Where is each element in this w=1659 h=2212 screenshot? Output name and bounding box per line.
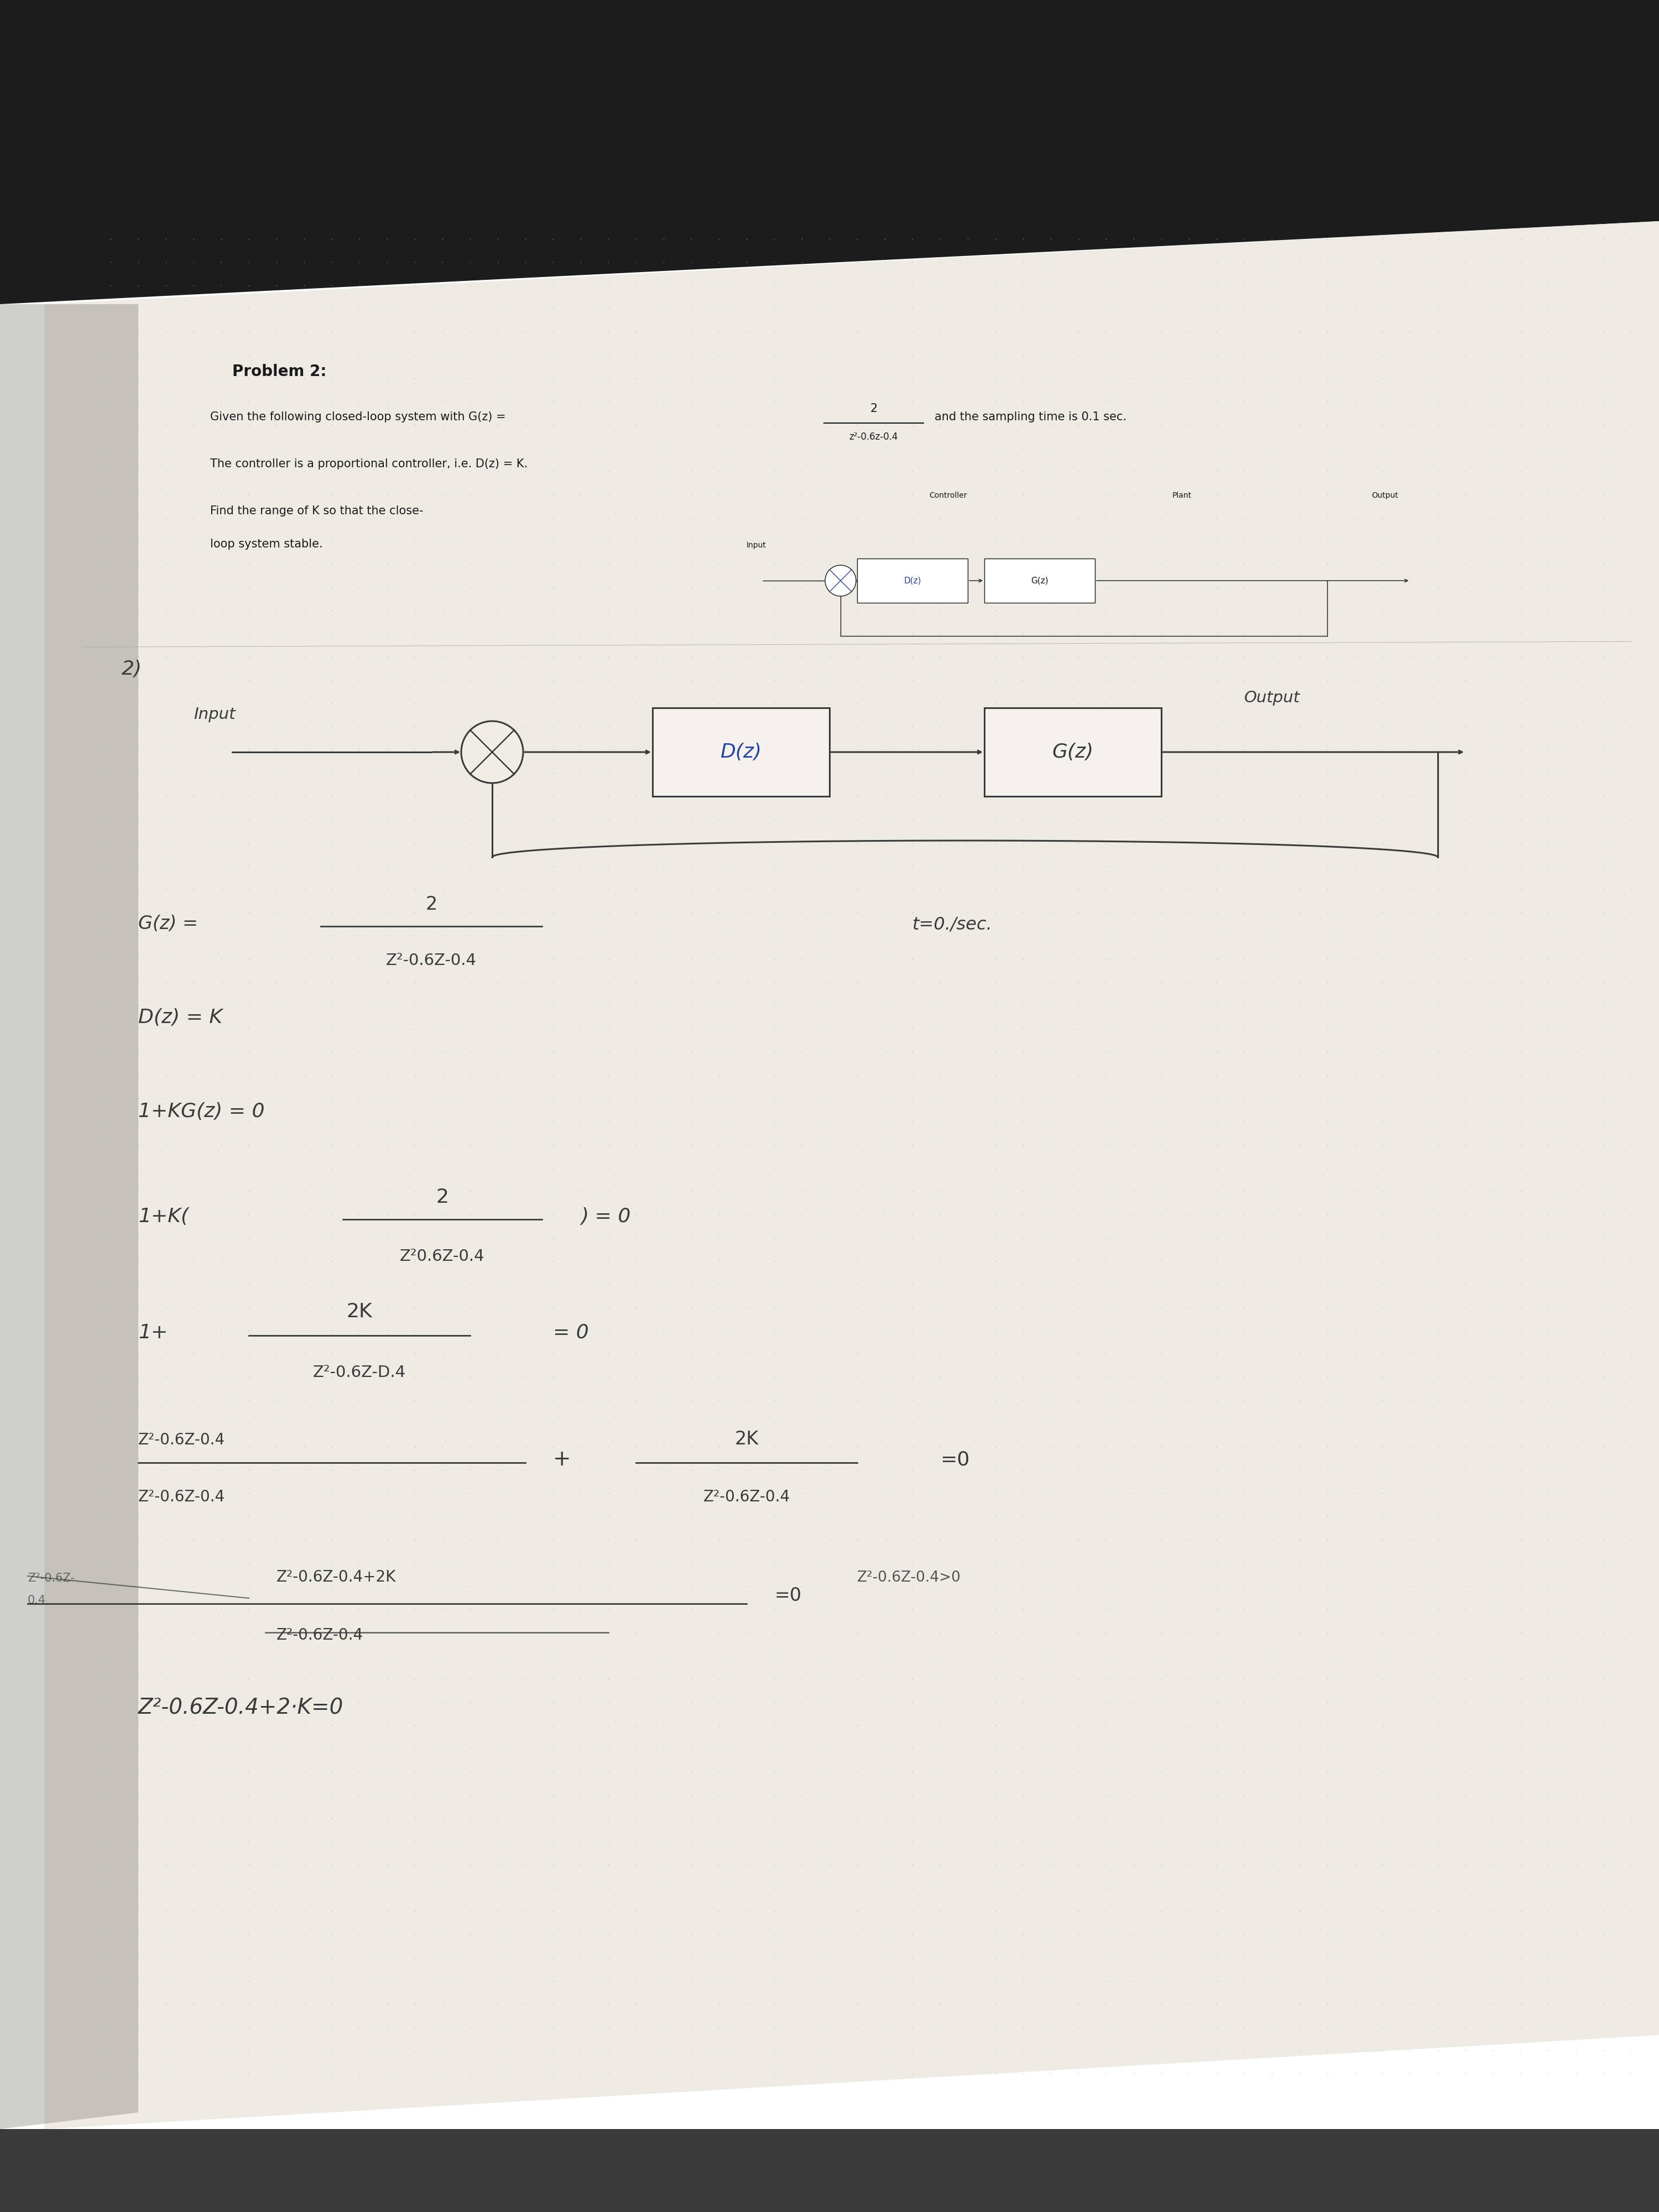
Text: D(z): D(z) bbox=[904, 577, 921, 584]
Text: D(z) = K: D(z) = K bbox=[138, 1009, 222, 1026]
FancyBboxPatch shape bbox=[858, 557, 967, 602]
Circle shape bbox=[825, 564, 856, 595]
Text: loop system stable.: loop system stable. bbox=[211, 538, 324, 549]
Text: Input: Input bbox=[194, 708, 236, 721]
Polygon shape bbox=[0, 0, 1659, 303]
Text: 1+KG(z) = 0: 1+KG(z) = 0 bbox=[138, 1102, 265, 1121]
Polygon shape bbox=[0, 2128, 1659, 2212]
Text: 2): 2) bbox=[121, 659, 143, 679]
Text: Z²-0.6Z-0.4: Z²-0.6Z-0.4 bbox=[703, 1489, 790, 1504]
FancyBboxPatch shape bbox=[984, 557, 1095, 602]
Text: 0.4: 0.4 bbox=[28, 1595, 46, 1606]
Polygon shape bbox=[0, 303, 138, 2128]
Text: Z²-0.6Z-0.4+2·K=0: Z²-0.6Z-0.4+2·K=0 bbox=[138, 1697, 343, 1719]
Text: Output: Output bbox=[1244, 690, 1301, 706]
Text: Z²0.6Z-0.4: Z²0.6Z-0.4 bbox=[400, 1248, 484, 1263]
Text: +: + bbox=[552, 1449, 571, 1469]
Text: Input: Input bbox=[747, 542, 766, 549]
Text: G(z): G(z) bbox=[1030, 577, 1048, 584]
Text: Z²-0.6Z-0.4: Z²-0.6Z-0.4 bbox=[138, 1431, 226, 1447]
Text: Z²-0.6Z-: Z²-0.6Z- bbox=[28, 1573, 75, 1584]
Text: 2K: 2K bbox=[735, 1429, 758, 1449]
Text: G(z): G(z) bbox=[1052, 743, 1093, 761]
Text: Z²-0.6Z-0.4+2K: Z²-0.6Z-0.4+2K bbox=[277, 1568, 397, 1584]
FancyBboxPatch shape bbox=[652, 708, 830, 796]
Circle shape bbox=[461, 721, 523, 783]
Text: 2: 2 bbox=[869, 403, 878, 414]
Polygon shape bbox=[45, 221, 1659, 2128]
Text: Controller: Controller bbox=[929, 491, 967, 500]
Text: 2: 2 bbox=[425, 896, 438, 914]
Text: The controller is a proportional controller, i.e. D(z) = K.: The controller is a proportional control… bbox=[211, 458, 528, 469]
Text: =0: =0 bbox=[775, 1586, 801, 1604]
Text: 1+: 1+ bbox=[138, 1323, 168, 1343]
Text: and the sampling time is 0.1 sec.: and the sampling time is 0.1 sec. bbox=[934, 411, 1126, 422]
Text: Plant: Plant bbox=[1173, 491, 1191, 500]
Text: Problem 2:: Problem 2: bbox=[232, 363, 327, 378]
Text: Output: Output bbox=[1372, 491, 1399, 500]
Text: 2: 2 bbox=[436, 1188, 448, 1206]
Text: Z²-0.6Z-0.4: Z²-0.6Z-0.4 bbox=[138, 1489, 226, 1504]
Text: t=0./sec.: t=0./sec. bbox=[912, 916, 992, 933]
Text: Z²-0.6Z-0.4>0: Z²-0.6Z-0.4>0 bbox=[858, 1571, 961, 1584]
Text: = 0: = 0 bbox=[552, 1323, 589, 1343]
Text: Find the range of K so that the close-: Find the range of K so that the close- bbox=[211, 507, 423, 515]
Text: Given the following closed-loop system with G(z) =: Given the following closed-loop system w… bbox=[211, 411, 506, 422]
Text: Z²-0.6Z-0.4: Z²-0.6Z-0.4 bbox=[277, 1628, 363, 1644]
Text: D(z): D(z) bbox=[720, 743, 761, 761]
FancyBboxPatch shape bbox=[984, 708, 1161, 796]
Text: 1+K(: 1+K( bbox=[138, 1208, 189, 1225]
Text: =0: =0 bbox=[941, 1451, 969, 1469]
Text: ) = 0: ) = 0 bbox=[581, 1208, 630, 1225]
Text: Z²-0.6Z-D.4: Z²-0.6Z-D.4 bbox=[314, 1365, 406, 1380]
Text: z²-0.6z-0.4: z²-0.6z-0.4 bbox=[849, 431, 898, 442]
Text: G(z) =: G(z) = bbox=[138, 916, 197, 933]
Text: 2K: 2K bbox=[347, 1303, 372, 1321]
Text: Z²-0.6Z-0.4: Z²-0.6Z-0.4 bbox=[387, 953, 476, 969]
